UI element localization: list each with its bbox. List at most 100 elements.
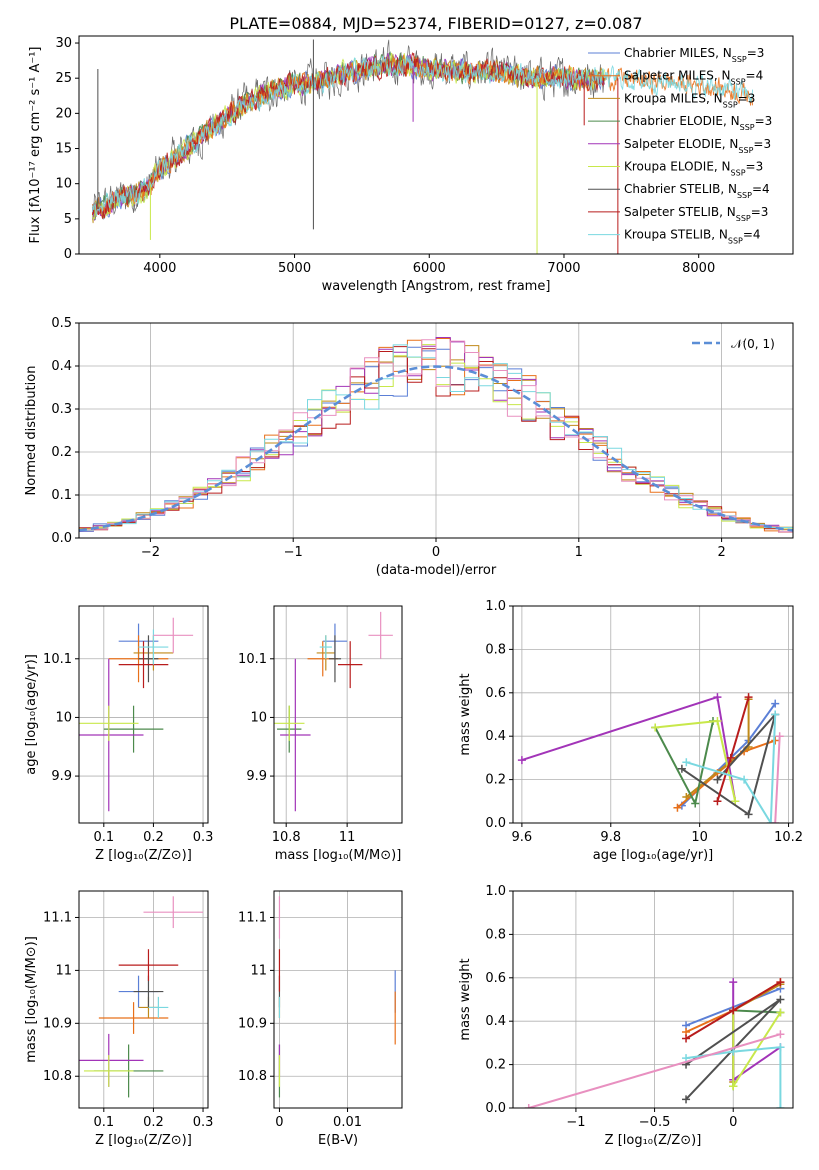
tick-label-y: 10.8	[238, 1069, 267, 1084]
tick-label-x: −1	[284, 545, 303, 560]
x-axis-label: Z [log₁₀(Z/Z⊙)]	[95, 1133, 192, 1148]
data-point-marker	[517, 756, 526, 765]
tick-label-y: 0.6	[485, 971, 506, 986]
tick-label-x: 11	[339, 830, 356, 845]
x-axis-label: wavelength [Angstrom, rest frame]	[322, 279, 551, 294]
tick-label-y: 0.2	[51, 445, 72, 460]
normal-curve	[79, 365, 793, 532]
tick-label-y: 10	[55, 710, 72, 725]
data-point-marker	[691, 799, 700, 808]
legend-label: Kroupa MILES, NSSP=3	[624, 91, 755, 109]
tick-label-y: 0.3	[51, 402, 72, 417]
mass-weight-line	[686, 714, 777, 823]
tick-label-y: 11.1	[238, 910, 267, 925]
tick-label-y: 11	[55, 963, 72, 978]
y-axis-label: mass weight	[458, 958, 473, 1040]
data-point-marker	[682, 792, 691, 801]
tick-label-y: 0.8	[485, 642, 506, 657]
tick-label-y: 20	[55, 106, 72, 121]
data-point-marker	[673, 803, 682, 812]
tick-label-y: 0.6	[485, 686, 506, 701]
tick-label-x: 5000	[278, 261, 311, 276]
tick-label-y: 0.4	[51, 359, 72, 374]
tick-label-y: 11.1	[43, 910, 72, 925]
plot-area	[79, 617, 194, 812]
tick-label-y: 0.8	[485, 927, 506, 942]
legend-label: Chabrier MILES, NSSP=3	[624, 46, 764, 64]
data-point-marker	[713, 775, 722, 784]
data-point-marker	[729, 1082, 738, 1091]
y-axis-label: mass weight	[458, 673, 473, 755]
data-point-marker	[713, 717, 722, 726]
tick-label-x: 1	[575, 545, 583, 560]
mass-weight-line	[774, 736, 781, 823]
plot-area	[524, 978, 785, 1108]
tick-label-x: 10.2	[774, 830, 803, 845]
axes-frame	[78, 890, 209, 1109]
mass-weight-line	[681, 713, 777, 816]
data-point-marker	[766, 819, 775, 823]
data-point-marker	[744, 810, 753, 819]
legend-label: 𝒩(0, 1)	[731, 337, 775, 351]
mass-weight-line	[528, 1033, 781, 1108]
tick-label-y: 10	[250, 710, 267, 725]
axes-frame	[78, 35, 794, 255]
data-point-marker	[682, 1095, 691, 1104]
tick-label-y: 30	[55, 36, 72, 51]
data-point-marker	[744, 693, 753, 702]
spectrum-line	[92, 55, 754, 217]
data-point-marker	[677, 764, 686, 773]
tick-label-y: 0.0	[485, 816, 506, 831]
tick-label-x: 0.01	[333, 1115, 362, 1130]
legend-label: Kroupa ELODIE, NSSP=3	[624, 160, 763, 178]
tick-label-y: 0.0	[485, 1101, 506, 1116]
tick-label-x: 8000	[682, 261, 715, 276]
tick-label-x: 2	[717, 545, 725, 560]
legend-label: Salpeter ELODIE, NSSP=3	[624, 137, 771, 155]
mass-weight-line	[732, 983, 781, 1082]
axes-frame	[273, 890, 403, 1109]
tick-label-x: 0.2	[143, 1115, 164, 1130]
y-axis-label: age [log₁₀(age/yr)]	[24, 654, 39, 775]
tick-label-x: 4000	[143, 261, 176, 276]
tick-label-x: 10	[691, 830, 708, 845]
tick-label-y: 0.2	[485, 1058, 506, 1073]
legend-label: Chabrier STELIB, NSSP=4	[624, 182, 770, 200]
tick-label-y: 1.0	[485, 884, 506, 899]
data-point-marker	[729, 1006, 738, 1015]
panel-age_vs_mass: 10.8 11 9.9 10 10.1 mass [log₁₀(M/M⊙)]	[238, 605, 403, 863]
tick-label-x: 0.1	[93, 830, 114, 845]
x-axis-label: E(B-V)	[318, 1133, 358, 1148]
panel-residuals: −2 −1 0 1 2 0.0 0.1 0.2 0.3 0.4 0.5 (data-model)/er…	[24, 316, 794, 578]
data-point-marker	[775, 732, 784, 741]
plot-area	[79, 896, 204, 1098]
tick-label-y: 11	[250, 963, 267, 978]
tick-label-y: 0	[64, 247, 72, 262]
x-axis-label: (data-model)/error	[376, 563, 497, 578]
tick-label-x: 0.3	[193, 1115, 214, 1130]
data-point-marker	[524, 1104, 533, 1108]
axes-frame	[273, 605, 403, 824]
data-point-marker	[682, 758, 691, 767]
tick-label-y: 0.0	[51, 531, 72, 546]
tick-label-y: 0.4	[485, 729, 506, 744]
data-point-marker	[682, 1054, 691, 1063]
panel-mass_weight_vs_Z: −1 −0.5 0 0.0 0.2 0.4 0.6 0.8 1.0 Z [log₁₀(Z/Z⊙)]…	[458, 884, 794, 1148]
tick-label-y: 10.1	[238, 652, 267, 667]
axes-frame	[512, 605, 794, 824]
data-point-marker	[771, 710, 780, 719]
tick-label-y: 10	[55, 177, 72, 192]
panel-spectrum: 4000 5000 6000 7000 8000 0 5 10 15 20 25 30 waveleng…	[28, 35, 794, 294]
tick-label-x: 10.8	[272, 830, 301, 845]
panel-mass_vs_Z: 0.1 0.2 0.3 10.8 10.9 11 11.1 Z [log₁₀(Z/Z⊙)] ma…	[24, 890, 214, 1148]
tick-label-x: 9.6	[512, 830, 533, 845]
x-axis-label: Z [log₁₀(Z/Z⊙)]	[605, 1133, 702, 1148]
tick-label-x: 0.2	[143, 830, 164, 845]
tick-label-y: 1.0	[485, 599, 506, 614]
tick-label-y: 15	[55, 142, 72, 157]
plot-area	[278, 896, 396, 1098]
spectrum-line	[92, 54, 754, 217]
legend: Chabrier MILES, NSSP=3 Salpeter MILES, NS…	[588, 46, 772, 245]
tick-label-x: 7000	[547, 261, 580, 276]
